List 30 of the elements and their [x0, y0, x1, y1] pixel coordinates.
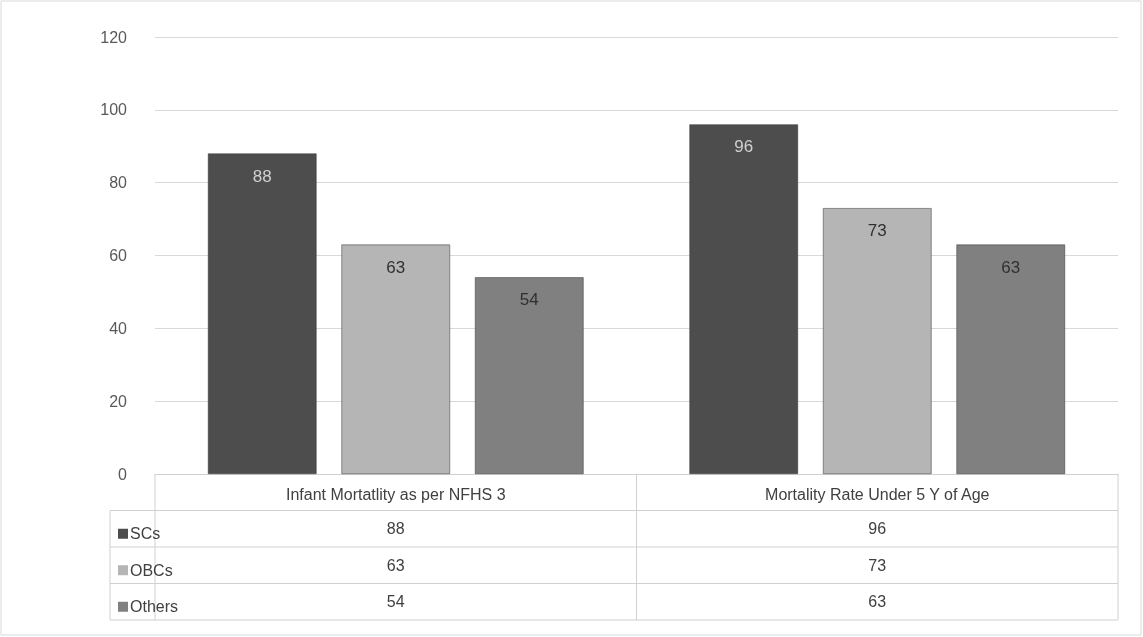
data-label: 54	[519, 290, 539, 310]
text: 96	[868, 520, 887, 538]
data-label: 96	[734, 137, 754, 157]
bar	[689, 124, 799, 474]
bar	[474, 277, 584, 474]
y-tick-label: 0	[118, 465, 128, 483]
y-tick-label: 80	[109, 174, 128, 192]
y-tick-label: 120	[100, 28, 128, 46]
x-tick-label: Mortality Rate Under 5 Y of Age	[765, 485, 990, 503]
x-tick-label: Infant Mortatlity as per NFHS 3	[285, 485, 506, 503]
data-label: 63	[1001, 257, 1021, 277]
bar	[341, 244, 451, 474]
legend-label: SCs	[130, 525, 161, 543]
text: 63	[868, 593, 887, 611]
data-label: 73	[867, 221, 887, 241]
data-label: 63	[386, 257, 406, 277]
legend-label: OBCs	[130, 561, 173, 579]
bar	[956, 244, 1066, 474]
y-tick-label: 20	[109, 392, 128, 410]
text: 63	[386, 556, 405, 574]
y-tick-label: 100	[100, 101, 128, 119]
data-label: 88	[252, 166, 272, 186]
bar	[207, 153, 317, 474]
text: 54	[386, 593, 405, 611]
y-tick-label: 60	[109, 247, 128, 264]
y-tick-label: 40	[109, 319, 128, 337]
bar	[822, 208, 932, 474]
text: 88	[386, 520, 405, 538]
text: 73	[868, 556, 887, 574]
legend-label: Others	[130, 598, 179, 616]
